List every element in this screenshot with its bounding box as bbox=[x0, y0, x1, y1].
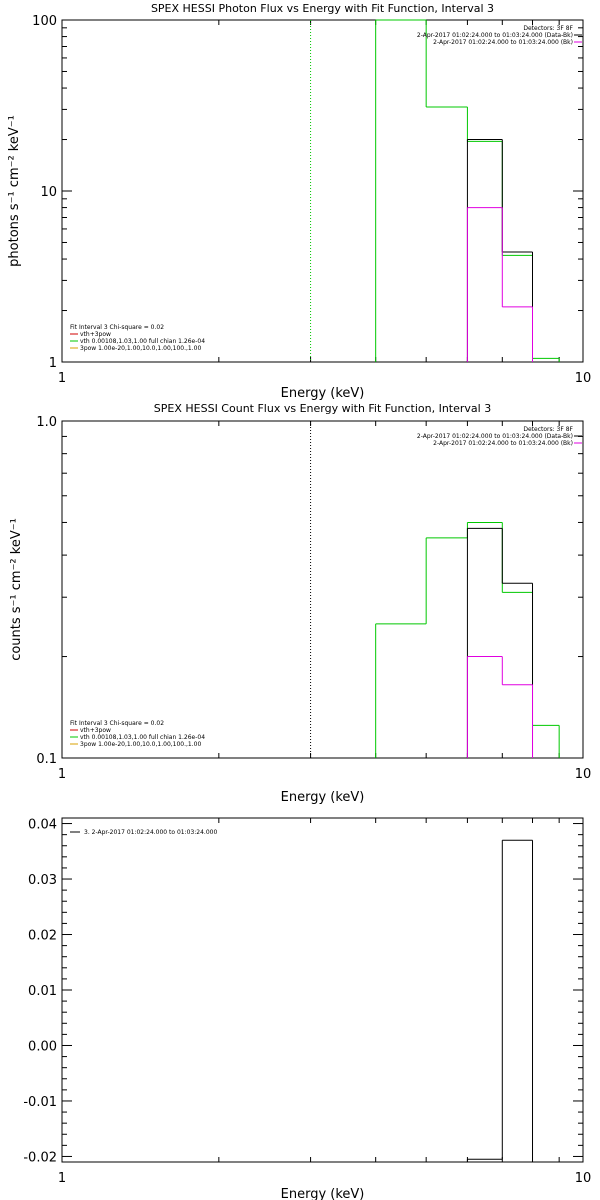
x-axis-label: Energy (keV) bbox=[281, 386, 365, 401]
legend-entry: vth 0.00108,1.03,1.00 full chian 1.26e-0… bbox=[80, 734, 205, 741]
x-tick-label: 1 bbox=[58, 767, 66, 782]
y-tick-label: -0.01 bbox=[23, 1095, 57, 1110]
legend-entry: 2-Apr-2017 01:02:24.000 to 01:03:24.000 … bbox=[433, 440, 573, 447]
legend-top: Detectors: 3F 8F2-Apr-2017 01:02:24.000 … bbox=[417, 25, 582, 46]
y-tick-label: 0.00 bbox=[28, 1039, 57, 1054]
legend-entry: 3pow 1.00e-20,1.00,10.0,1.00,100.,1.00 bbox=[80, 741, 201, 748]
y-tick-label: 0.03 bbox=[28, 873, 57, 888]
legend-entry: 3pow 1.00e-20,1.00,10.0,1.00,100.,1.00 bbox=[80, 345, 201, 352]
y-tick-label: -0.02 bbox=[23, 1150, 57, 1165]
legend-bottom: Fit Interval 3 Chi-square = 0.02vth+3pow… bbox=[70, 720, 205, 748]
legend-entry: vth+3pow bbox=[80, 727, 111, 734]
series-1 bbox=[466, 839, 534, 1162]
chart-panel-3: 1 10 0.04 0.03 0.02 0.01 0.00 -0.01 -0.02 Energy … bbox=[23, 817, 592, 1200]
legend-top: 3. 2-Apr-2017 01:02:24.000 to 01:03:24.0… bbox=[70, 829, 217, 836]
x-tick-label: 10 bbox=[575, 767, 592, 782]
x-axis-label: Energy (keV) bbox=[281, 1187, 365, 1200]
legend-header: Detectors: 3F 8F bbox=[523, 25, 573, 32]
legend-entry: vth 0.00108,1.03,1.00 full chian 1.26e-0… bbox=[80, 338, 205, 345]
y-tick-label: 0.1 bbox=[36, 752, 57, 767]
legend-entry: 2-Apr-2017 01:02:24.000 to 01:03:24.000 … bbox=[417, 433, 573, 440]
y-axis-label: photons s⁻¹ cm⁻² keV⁻¹ bbox=[7, 115, 22, 267]
series-3 bbox=[466, 656, 534, 758]
y-axis-label: counts s⁻¹ cm⁻² keV⁻¹ bbox=[9, 518, 24, 661]
series-3 bbox=[466, 207, 534, 362]
chart-panel-1: SPEX HESSI Photon Flux vs Energy with Fi… bbox=[7, 2, 591, 401]
plot-frame bbox=[61, 19, 584, 363]
legend-entry: 2-Apr-2017 01:02:24.000 to 01:03:24.000 … bbox=[433, 39, 573, 46]
y-tick-label: 1 bbox=[49, 356, 57, 371]
series-2 bbox=[466, 139, 534, 362]
legend-top: Detectors: 3F 8F2-Apr-2017 01:02:24.000 … bbox=[417, 426, 582, 447]
legend-header: Detectors: 3F 8F bbox=[523, 426, 573, 433]
x-tick-label: 1 bbox=[58, 1171, 66, 1186]
y-tick-label: 0.04 bbox=[28, 818, 57, 833]
legend-header: Fit Interval 3 Chi-square = 0.02 bbox=[70, 324, 164, 331]
legend-bottom: Fit Interval 3 Chi-square = 0.02vth+3pow… bbox=[70, 324, 205, 352]
y-tick-label: 100 bbox=[32, 14, 57, 29]
chart-title: SPEX HESSI Count Flux vs Energy with Fit… bbox=[154, 402, 491, 415]
y-tick-label: 0.01 bbox=[28, 984, 57, 999]
legend-header: Fit Interval 3 Chi-square = 0.02 bbox=[70, 720, 164, 727]
plot-frame bbox=[61, 420, 584, 759]
y-tick-label: 1.0 bbox=[36, 415, 57, 430]
y-tick-label: 10 bbox=[40, 185, 57, 200]
legend-entry: vth+3pow bbox=[80, 331, 111, 338]
x-tick-label: 1 bbox=[58, 371, 66, 386]
plot-frame bbox=[61, 817, 584, 1163]
x-tick-label: 10 bbox=[575, 371, 592, 386]
x-tick-label: 10 bbox=[575, 1171, 592, 1186]
series-2 bbox=[466, 527, 534, 758]
legend-entry: 2-Apr-2017 01:02:24.000 to 01:03:24.000 … bbox=[417, 32, 573, 39]
chart-title: SPEX HESSI Photon Flux vs Energy with Fi… bbox=[151, 2, 494, 15]
x-axis-label: Energy (keV) bbox=[281, 790, 365, 805]
chart-panel-2: SPEX HESSI Count Flux vs Energy with Fit… bbox=[9, 402, 591, 805]
y-tick-label: 0.02 bbox=[28, 929, 57, 944]
legend-entry: 3. 2-Apr-2017 01:02:24.000 to 01:03:24.0… bbox=[84, 829, 217, 836]
